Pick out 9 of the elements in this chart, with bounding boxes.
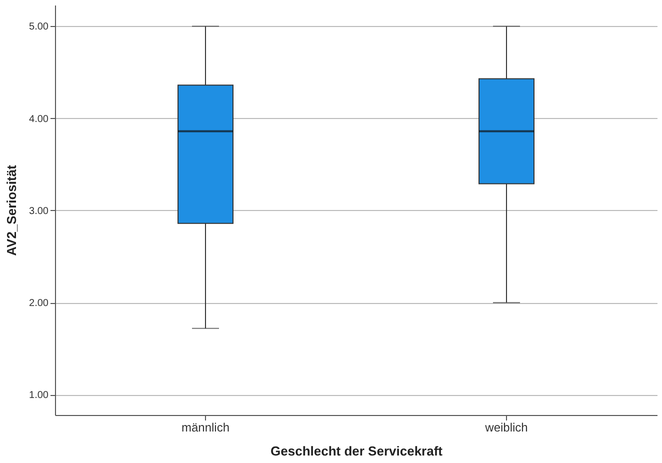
y-tick-label: 1.00: [29, 390, 49, 402]
x-tick-label: männlich: [181, 420, 230, 434]
y-axis-title: AV2_Seriosität: [4, 164, 20, 256]
x-tick-label: weiblich: [484, 420, 528, 434]
y-tick-label: 3.00: [29, 206, 49, 217]
y-tick-label: 2.00: [29, 298, 49, 310]
y-tick-label: 5.00: [29, 22, 49, 33]
y-tick-label: 4.00: [29, 114, 49, 125]
x-axis-title: Geschlecht der Servicekraft: [270, 444, 444, 458]
